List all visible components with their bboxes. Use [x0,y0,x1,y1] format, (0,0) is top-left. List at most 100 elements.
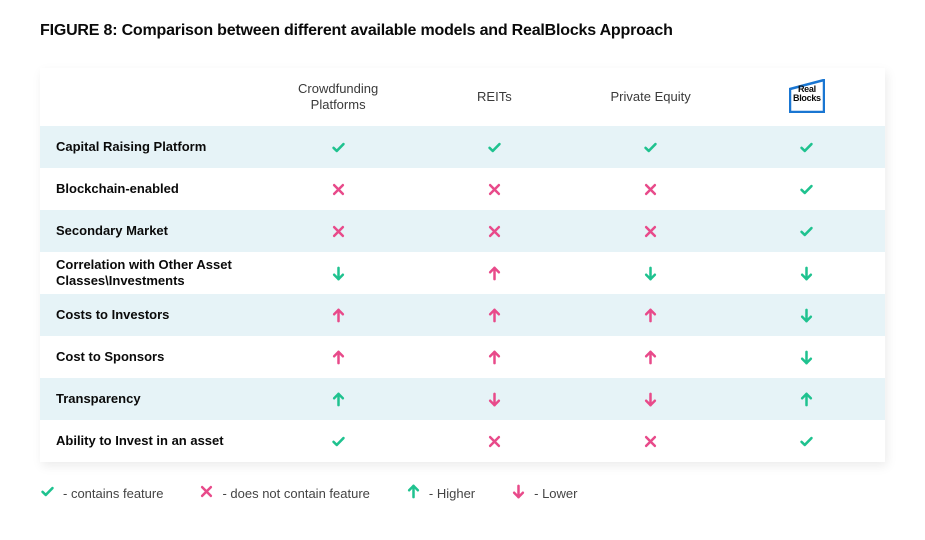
cell [416,294,572,336]
check-icon [40,484,55,502]
row-label: Secondary Market [40,210,260,252]
row-label: Transparency [40,378,260,420]
cell [573,168,729,210]
cell [260,420,416,462]
cell [729,168,885,210]
table-row: Secondary Market [40,210,885,252]
arrow-down-icon [487,391,502,406]
check-icon [799,181,814,196]
cross-icon [199,484,214,502]
arrow-up-icon [487,265,502,280]
arrow-down-icon [799,265,814,280]
arrow-up-icon [487,349,502,364]
cell [729,210,885,252]
legend-item: - contains feature [40,484,163,502]
cell [729,126,885,168]
check-icon [331,139,346,154]
legend-text: - Lower [534,486,577,501]
arrow-up-icon [799,391,814,406]
cell [260,126,416,168]
table-header-row: Crowdfunding Platforms REITs Private Equit… [40,68,885,126]
cross-icon [487,433,502,448]
cell [416,168,572,210]
cell [573,210,729,252]
cell [416,252,572,294]
check-icon [643,139,658,154]
cell [729,294,885,336]
cross-icon [331,223,346,238]
cell [573,294,729,336]
cross-icon [643,223,658,238]
arrow-down-icon [643,391,658,406]
cell [260,378,416,420]
check-icon [331,433,346,448]
table-body: Capital Raising Platform Blockchain-enab… [40,126,885,462]
cell [416,126,572,168]
cross-icon [643,433,658,448]
legend-item: - Higher [406,484,475,502]
row-label: Ability to Invest in an asset [40,420,260,462]
arrow-up-icon [643,349,658,364]
column-header-label: Private Equity [611,89,691,105]
cell [260,252,416,294]
column-header-crowdfunding: Crowdfunding Platforms [260,68,416,126]
cell [729,336,885,378]
table-row: Cost to Sponsors [40,336,885,378]
comparison-table-wrap: Crowdfunding Platforms REITs Private Equit… [40,68,885,462]
cell [416,420,572,462]
row-label: Cost to Sponsors [40,336,260,378]
arrow-up-icon [406,484,421,502]
row-label: Blockchain-enabled [40,168,260,210]
legend-text: - contains feature [63,486,163,501]
arrow-up-icon [331,349,346,364]
cell [729,252,885,294]
table-row: Blockchain-enabled [40,168,885,210]
arrow-down-icon [799,307,814,322]
arrow-up-icon [331,391,346,406]
cell [729,378,885,420]
check-icon [799,433,814,448]
table-row: Transparency [40,378,885,420]
check-icon [799,139,814,154]
cross-icon [487,181,502,196]
legend-item: - does not contain feature [199,484,369,502]
legend-text: - does not contain feature [222,486,369,501]
legend-item: - Lower [511,484,577,502]
comparison-table: Crowdfunding Platforms REITs Private Equit… [40,68,885,462]
cross-icon [643,181,658,196]
check-icon [487,139,502,154]
row-label: Costs to Investors [40,294,260,336]
arrow-up-icon [487,307,502,322]
column-header-reits: REITs [416,68,572,126]
table-row: Capital Raising Platform [40,126,885,168]
arrow-down-icon [511,484,526,502]
table-row: Ability to Invest in an asset [40,420,885,462]
row-label: Capital Raising Platform [40,126,260,168]
cell [573,126,729,168]
cell [729,420,885,462]
legend: - contains feature - does not contain fe… [40,484,885,502]
cross-icon [331,181,346,196]
cell [260,336,416,378]
cell [260,210,416,252]
column-header-pe: Private Equity [573,68,729,126]
column-header-label: Crowdfunding Platforms [273,81,403,114]
legend-text: - Higher [429,486,475,501]
realblocks-logo: RealBlocks [785,77,829,115]
header-empty [40,68,260,126]
check-icon [799,223,814,238]
table-row: Correlation with Other Asset Classes\Inv… [40,252,885,294]
table-row: Costs to Investors [40,294,885,336]
realblocks-logo-text: RealBlocks [785,85,829,103]
cell [573,336,729,378]
arrow-up-icon [643,307,658,322]
arrow-up-icon [331,307,346,322]
arrow-down-icon [799,349,814,364]
figure-title: FIGURE 8: Comparison between different a… [40,22,885,40]
column-header-realblocks: RealBlocks [729,68,885,126]
cell [260,294,416,336]
cell [260,168,416,210]
column-header-label: REITs [477,89,512,105]
cell [416,378,572,420]
arrow-down-icon [331,265,346,280]
